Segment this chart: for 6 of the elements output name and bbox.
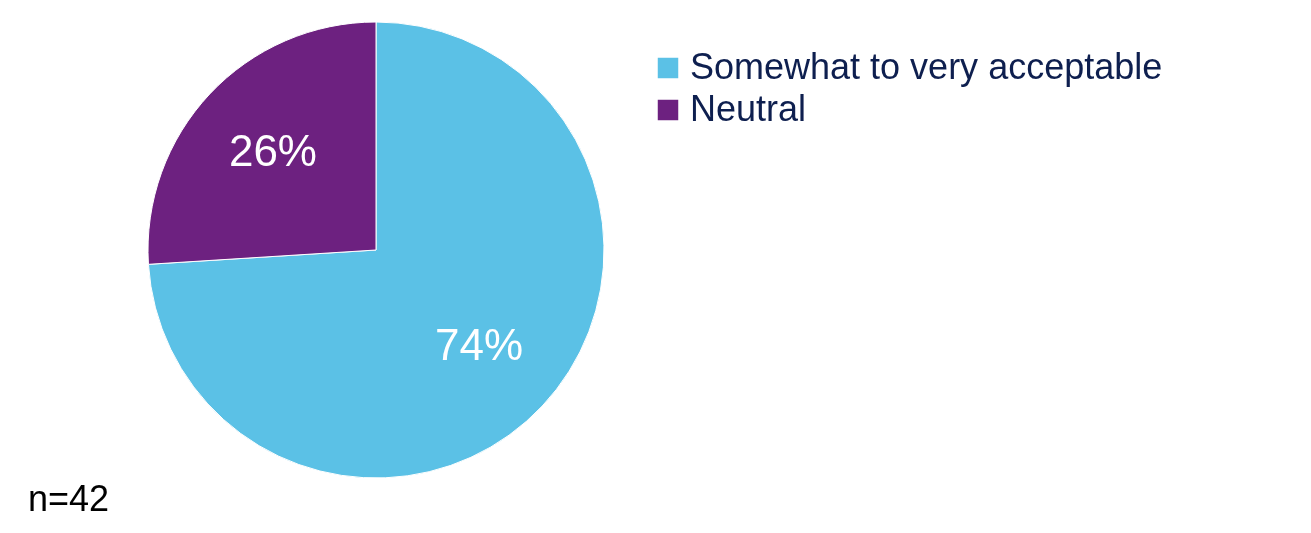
legend-label: Neutral bbox=[690, 88, 807, 129]
legend-label: Somewhat to very acceptable bbox=[690, 46, 1163, 87]
data-label: 26% bbox=[228, 126, 317, 176]
data-label: 74% bbox=[435, 319, 524, 369]
pie-slice bbox=[147, 21, 605, 479]
text: n=42 bbox=[28, 478, 110, 519]
